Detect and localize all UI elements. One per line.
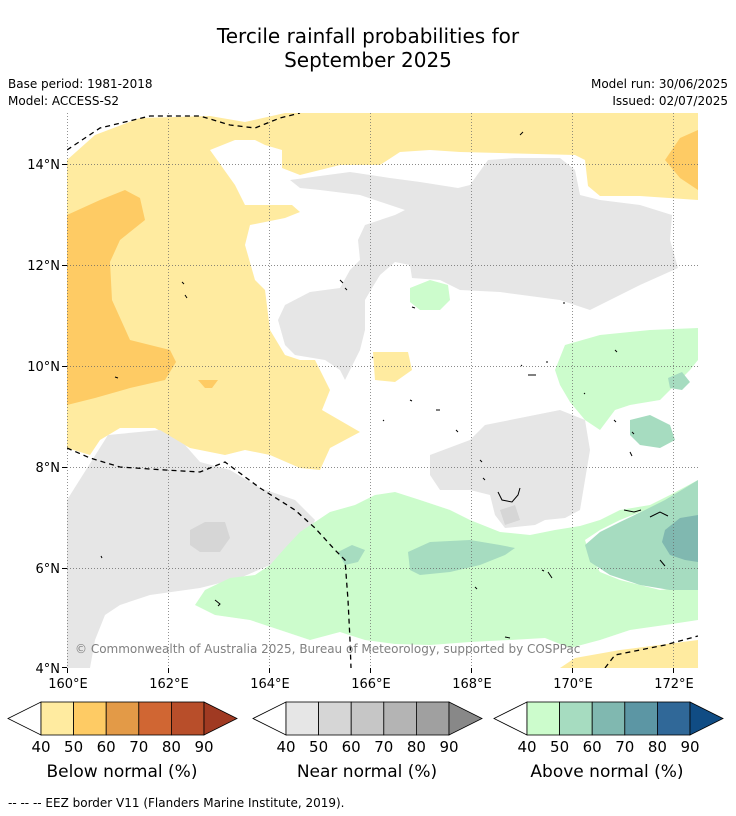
colorbar-above-segment bbox=[559, 701, 593, 736]
colorbar-above-segment bbox=[624, 701, 658, 736]
colorbar-above-min-triangle bbox=[493, 701, 528, 736]
colorbar-near-segment bbox=[318, 701, 352, 736]
x-tick-label: 164°E bbox=[250, 677, 290, 692]
colorbar-above-tick-label: 80 bbox=[648, 738, 667, 756]
copyright-text: © Commonwealth of Australia 2025, Bureau… bbox=[75, 642, 580, 656]
title-line-2: September 2025 bbox=[284, 48, 452, 72]
colorbar-near-segment bbox=[415, 701, 450, 736]
colorbar-near-segment bbox=[285, 701, 319, 736]
eez-footnote: -- -- -- EEZ border V11 (Flanders Marine… bbox=[8, 796, 345, 810]
colorbar-above-tick-label: 40 bbox=[517, 738, 536, 756]
colorbar-above-segment bbox=[657, 701, 691, 736]
model-run: Model run: 30/06/2025 bbox=[590, 77, 728, 91]
y-tick-label: 4°N bbox=[36, 662, 61, 677]
colorbar-above-segment bbox=[526, 701, 560, 736]
colorbar-below-tick-label: 80 bbox=[162, 738, 181, 756]
colorbar-near-tick-label: 70 bbox=[374, 738, 393, 756]
colorbar-near-tick-label: 40 bbox=[276, 738, 295, 756]
map-gridlines bbox=[67, 113, 698, 668]
near-normal-50-60-region bbox=[190, 522, 230, 552]
model-name: Model: ACCESS-S2 bbox=[8, 94, 120, 108]
colorbar-above-segment bbox=[591, 701, 626, 736]
colorbar-label-above: Above normal (%) bbox=[530, 762, 684, 782]
below-normal-50-60-small-region bbox=[198, 380, 218, 388]
colorbar-below-tick-label: 70 bbox=[129, 738, 148, 756]
colorbar-above-tick-label: 50 bbox=[550, 738, 569, 756]
above-normal-50-60-southeast-region bbox=[585, 480, 698, 590]
above-normal-60-70-region bbox=[662, 515, 698, 562]
x-tick-label: 168°E bbox=[452, 677, 492, 692]
colorbar-label-below: Below normal (%) bbox=[46, 762, 198, 782]
colorbar-above-max-triangle bbox=[689, 701, 724, 736]
above-normal-40-50-region bbox=[195, 328, 698, 648]
y-tick-label: 6°N bbox=[36, 562, 61, 577]
colorbar-below-max-triangle bbox=[203, 701, 238, 736]
colorbar-below-tick-label: 90 bbox=[194, 738, 213, 756]
x-tick-label: 172°E bbox=[654, 677, 694, 692]
colorbar-below-tick-label: 50 bbox=[64, 738, 83, 756]
y-tick-label: 12°N bbox=[27, 259, 60, 274]
colorbar-below-segment bbox=[138, 701, 172, 736]
y-tick-label: 8°N bbox=[36, 461, 61, 476]
issued-date: Issued: 02/07/2025 bbox=[612, 94, 728, 108]
x-axis: 160°E 162°E 164°E 166°E 168°E 170°E 172°… bbox=[48, 668, 694, 692]
colorbar-near-segment bbox=[350, 701, 385, 736]
y-tick-label: 10°N bbox=[27, 360, 60, 375]
colorbar-near-segment bbox=[383, 701, 417, 736]
title-line-1: Tercile rainfall probabilities for bbox=[216, 24, 520, 48]
map-area bbox=[67, 113, 698, 668]
near-normal-50-60-small-region bbox=[500, 505, 520, 525]
colorbar-above-tick-label: 70 bbox=[615, 738, 634, 756]
colorbar-above-tick-label: 90 bbox=[680, 738, 699, 756]
colorbar-below-segment bbox=[40, 701, 74, 736]
below-normal-40-50-south-region bbox=[560, 640, 698, 668]
x-tick-label: 162°E bbox=[149, 677, 189, 692]
colorbar-near-tick-label: 50 bbox=[309, 738, 328, 756]
x-tick-label: 160°E bbox=[48, 677, 88, 692]
colorbars: 40 50 60 70 80 90 40 50 60 70 80 90 40 50 60 70 80 90 bbox=[7, 701, 724, 756]
below-normal-40-50-region bbox=[67, 113, 698, 470]
y-axis: 14°N 12°N 10°N 8°N 6°N 4°N bbox=[27, 158, 67, 677]
above-normal-50-60-east-region bbox=[630, 415, 675, 448]
colorbar-below-tick-label: 40 bbox=[31, 738, 50, 756]
colorbar-below-segment bbox=[105, 701, 140, 736]
near-normal-40-50-central-region bbox=[430, 410, 590, 528]
below-normal-50-60-east-region bbox=[665, 130, 698, 190]
colorbar-near-tick-label: 80 bbox=[407, 738, 426, 756]
x-tick-label: 166°E bbox=[351, 677, 391, 692]
eez-borders bbox=[67, 113, 698, 668]
colorbar-below-min-triangle bbox=[7, 701, 42, 736]
near-normal-40-50-north-region bbox=[278, 158, 678, 380]
x-tick-label: 170°E bbox=[553, 677, 593, 692]
above-normal-50-60-small-east-region bbox=[668, 372, 690, 390]
colorbar-near-tick-label: 90 bbox=[439, 738, 458, 756]
y-tick-label: 14°N bbox=[27, 158, 60, 173]
colorbar-label-near: Near normal (%) bbox=[296, 762, 438, 782]
colorbar-near-tick-label: 60 bbox=[342, 738, 361, 756]
above-normal-40-50-small-region bbox=[410, 280, 450, 310]
colorbar-near-max-triangle bbox=[448, 701, 483, 736]
colorbar-below-segment bbox=[73, 701, 107, 736]
islands bbox=[100, 131, 669, 639]
colorbar-above-tick-label: 60 bbox=[583, 738, 602, 756]
base-period: Base period: 1981-2018 bbox=[8, 77, 153, 91]
colorbar-near-min-triangle bbox=[252, 701, 287, 736]
near-normal-40-50-west-region bbox=[67, 430, 315, 668]
above-normal-50-60-central-region bbox=[408, 540, 515, 575]
below-normal-50-60-region bbox=[67, 190, 176, 405]
colorbar-below-segment bbox=[170, 701, 205, 736]
below-normal-40-50-small-region bbox=[373, 352, 412, 382]
colorbar-below-tick-label: 60 bbox=[97, 738, 116, 756]
